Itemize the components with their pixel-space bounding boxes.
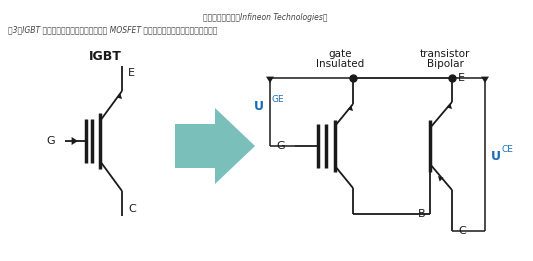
Polygon shape: [481, 76, 489, 83]
Text: G: G: [46, 136, 55, 146]
Polygon shape: [266, 76, 274, 83]
Text: E: E: [458, 73, 465, 83]
Text: GE: GE: [272, 94, 285, 104]
Text: IGBT: IGBT: [88, 50, 122, 62]
Text: U: U: [254, 99, 264, 112]
Polygon shape: [447, 104, 452, 109]
Text: 构。（图片来源：Infineon Technologies）: 构。（图片来源：Infineon Technologies）: [203, 13, 327, 22]
Polygon shape: [348, 105, 353, 111]
Text: transistor: transistor: [420, 49, 470, 59]
Polygon shape: [438, 176, 443, 181]
Text: Insulated: Insulated: [316, 59, 364, 69]
Polygon shape: [71, 137, 78, 145]
Text: B: B: [418, 209, 426, 219]
Text: C: C: [128, 204, 136, 214]
Text: C: C: [458, 226, 466, 236]
Text: G: G: [277, 141, 285, 151]
Polygon shape: [117, 93, 122, 99]
Polygon shape: [175, 108, 255, 184]
Text: CE: CE: [501, 145, 513, 153]
Text: gate: gate: [328, 49, 352, 59]
Text: E: E: [128, 68, 135, 78]
Text: U: U: [491, 150, 501, 163]
Text: 图3：IGBT 的概念结构展示了构成絶缘栅的 MOSFET 和作为功率处理部分的双极晶体管结: 图3：IGBT 的概念结构展示了构成絶缘栅的 MOSFET 和作为功率处理部分的…: [8, 25, 217, 34]
Text: Bipolar: Bipolar: [426, 59, 463, 69]
